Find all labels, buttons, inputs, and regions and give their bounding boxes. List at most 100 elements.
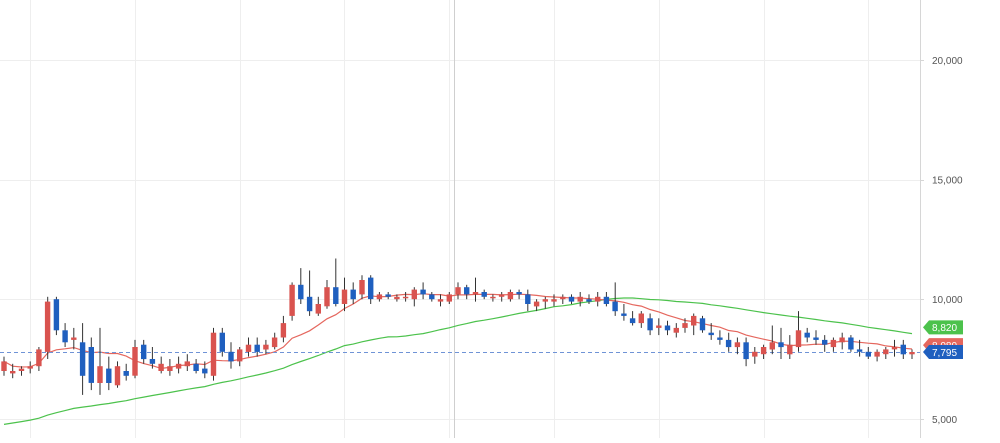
candle[interactable]	[516, 289, 522, 300]
candle[interactable]	[507, 289, 514, 302]
candle[interactable]	[769, 325, 775, 355]
candle[interactable]	[682, 318, 688, 333]
candle[interactable]	[795, 311, 802, 352]
candle[interactable]	[402, 292, 409, 302]
candle[interactable]	[551, 294, 557, 307]
candle[interactable]	[542, 296, 548, 309]
candle[interactable]	[568, 294, 575, 304]
candle[interactable]	[175, 356, 182, 374]
candle[interactable]	[132, 339, 138, 379]
candle[interactable]	[612, 282, 618, 316]
candle[interactable]	[27, 361, 33, 374]
candle[interactable]	[725, 332, 732, 352]
candle[interactable]	[595, 292, 601, 307]
candle[interactable]	[708, 323, 714, 340]
candle[interactable]	[429, 292, 435, 302]
candle[interactable]	[455, 282, 461, 300]
candle[interactable]	[359, 275, 365, 300]
candle[interactable]	[237, 347, 243, 367]
candle[interactable]	[411, 287, 417, 307]
candle[interactable]	[874, 349, 880, 362]
candle[interactable]	[900, 339, 906, 359]
candle[interactable]	[167, 359, 173, 376]
candle[interactable]	[394, 294, 400, 302]
candle[interactable]	[193, 359, 199, 374]
candle[interactable]	[629, 311, 636, 326]
candle[interactable]	[638, 311, 644, 328]
candle[interactable]	[71, 327, 77, 350]
candle[interactable]	[350, 282, 356, 304]
candle[interactable]	[271, 332, 278, 350]
candle[interactable]	[822, 335, 828, 352]
candle[interactable]	[734, 337, 741, 355]
candle[interactable]	[376, 292, 383, 302]
candle[interactable]	[306, 270, 313, 316]
candle[interactable]	[88, 337, 94, 391]
candle[interactable]	[53, 296, 60, 336]
candle[interactable]	[44, 296, 51, 359]
candle[interactable]	[254, 337, 260, 357]
candle[interactable]	[856, 339, 863, 357]
candle[interactable]	[1, 356, 7, 376]
candle[interactable]	[219, 327, 225, 357]
candle[interactable]	[560, 294, 566, 304]
candle[interactable]	[158, 356, 164, 374]
candle[interactable]	[673, 323, 679, 338]
candle[interactable]	[813, 330, 819, 345]
candle[interactable]	[464, 284, 470, 300]
candle[interactable]	[603, 292, 610, 307]
candle[interactable]	[533, 299, 540, 312]
candle[interactable]	[804, 327, 810, 343]
candle[interactable]	[385, 292, 391, 300]
candle[interactable]	[446, 292, 452, 304]
candle[interactable]	[324, 280, 330, 309]
candle[interactable]	[184, 354, 190, 371]
candle[interactable]	[691, 313, 697, 336]
candle[interactable]	[149, 347, 156, 369]
candle[interactable]	[909, 349, 915, 359]
candle[interactable]	[368, 275, 374, 304]
candle[interactable]	[498, 292, 505, 302]
candle[interactable]	[36, 347, 42, 371]
candle[interactable]	[298, 268, 304, 304]
candle[interactable]	[848, 335, 854, 352]
candle[interactable]	[717, 330, 723, 345]
candle[interactable]	[656, 318, 662, 336]
candle[interactable]	[778, 327, 784, 359]
candle[interactable]	[699, 315, 706, 333]
candle[interactable]	[883, 347, 889, 359]
candle[interactable]	[114, 361, 121, 388]
candle[interactable]	[97, 327, 103, 395]
candle[interactable]	[18, 366, 25, 376]
candle[interactable]	[437, 294, 444, 307]
candle[interactable]	[10, 363, 16, 379]
candle[interactable]	[202, 361, 208, 379]
candle[interactable]	[787, 335, 793, 359]
candle[interactable]	[865, 347, 871, 359]
candle[interactable]	[743, 337, 749, 367]
candle[interactable]	[79, 323, 86, 395]
candle[interactable]	[141, 339, 147, 364]
candle[interactable]	[280, 315, 287, 343]
candle[interactable]	[586, 294, 592, 304]
candle[interactable]	[263, 339, 269, 355]
candle[interactable]	[315, 296, 321, 316]
candle[interactable]	[289, 282, 295, 321]
candle[interactable]	[341, 277, 348, 312]
candle[interactable]	[106, 356, 112, 391]
candle[interactable]	[577, 292, 583, 307]
candle[interactable]	[420, 282, 426, 300]
candle[interactable]	[333, 258, 339, 307]
candle[interactable]	[245, 337, 252, 357]
candle[interactable]	[490, 294, 496, 302]
candle[interactable]	[123, 363, 129, 381]
candle[interactable]	[891, 339, 898, 357]
candle[interactable]	[210, 327, 217, 381]
candle[interactable]	[525, 289, 531, 312]
candle[interactable]	[472, 277, 479, 302]
candle[interactable]	[839, 332, 845, 350]
candle[interactable]	[647, 313, 653, 336]
candle[interactable]	[228, 342, 234, 369]
